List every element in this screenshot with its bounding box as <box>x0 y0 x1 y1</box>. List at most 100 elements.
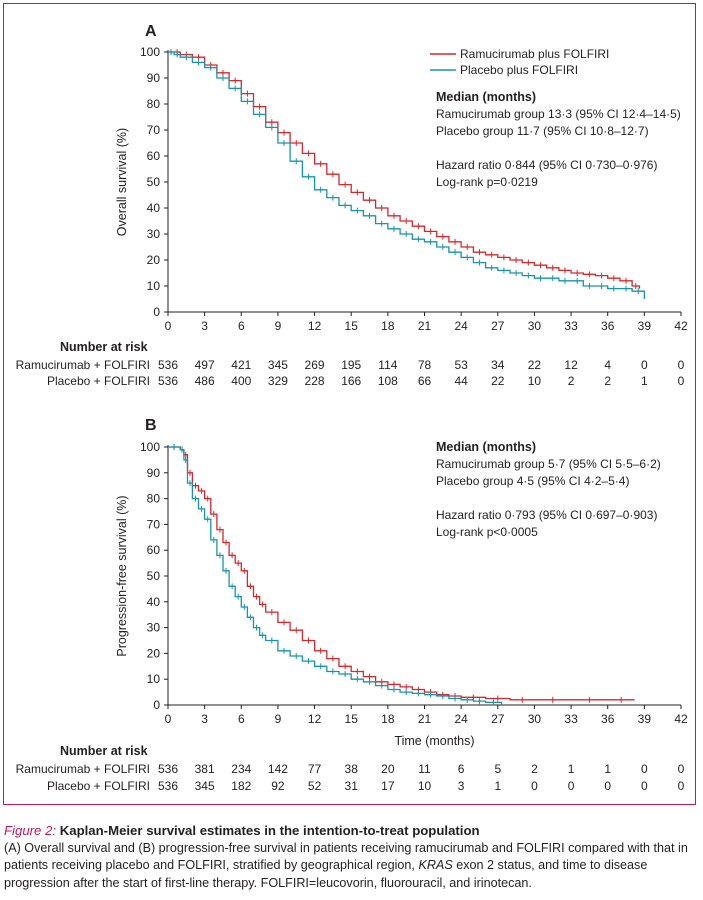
panel-b-risk-value: 234 <box>231 762 251 776</box>
panel-b-risk-value: 10 <box>418 779 432 793</box>
panel-a-ylabel: Overall survival (%) <box>115 128 129 236</box>
caption-figure-label: Figure 2: <box>4 823 57 838</box>
panel-b-risk-value: 77 <box>308 762 322 776</box>
panel-a-y-tick-label: 30 <box>147 227 161 241</box>
panel-a-risk-value: 2 <box>568 374 575 388</box>
panel-b-risk-value: 31 <box>345 779 359 793</box>
panel-b-risk-value: 11 <box>418 762 431 776</box>
panel-b-risk-value: 6 <box>458 762 465 776</box>
panel-b-annotation: Hazard ratio 0·793 (95% CI 0·697–0·903) <box>436 508 657 522</box>
panel-b-x-tick-label: 30 <box>528 712 542 726</box>
panel-a-risk-value: 0 <box>678 374 685 388</box>
panel-a-annotation: Log-rank p=0·0219 <box>436 175 538 189</box>
figure-panel <box>3 3 696 805</box>
panel-a-risk-value: 53 <box>454 358 468 372</box>
panel-b-risk-value: 536 <box>158 762 178 776</box>
panel-a-risk-value: 228 <box>305 374 325 388</box>
panel-b-series-placebo <box>168 446 503 705</box>
panel-b-x-tick-label: 15 <box>345 712 359 726</box>
panel-b-y-tick-label: 100 <box>140 440 160 454</box>
panel-b-risk-value: 536 <box>158 779 178 793</box>
panel-a-y-tick-label: 60 <box>147 149 161 163</box>
panel-a-x-tick-label: 12 <box>308 319 322 333</box>
panel-a-risk-row-label: Placebo + FOLFIRI <box>47 374 150 388</box>
panel-a-risk-value: 166 <box>341 374 361 388</box>
panel-b-risk-value: 0 <box>531 779 538 793</box>
panel-a-risk-value: 0 <box>641 358 648 372</box>
panel-a-risk-value: 536 <box>158 358 178 372</box>
caption-title-line: Figure 2: Kaplan-Meier survival estimate… <box>4 822 699 840</box>
caption-body-1: (A) Overall survival and (B) progression… <box>4 840 688 873</box>
panel-b-risk-value: 3 <box>458 779 465 793</box>
panel-a-risk-value: 108 <box>378 374 398 388</box>
panel-b-annotation: Log-rank p<0·0005 <box>436 525 538 539</box>
panel-a-risk-value: 66 <box>418 374 432 388</box>
caption-title: Kaplan-Meier survival estimates in the i… <box>59 823 480 838</box>
panel-a-x-tick-label: 42 <box>674 319 688 333</box>
panel-a-legend-label: Ramucirumab plus FOLFIRI <box>460 47 609 61</box>
panel-a-legend-label: Placebo plus FOLFIRI <box>460 63 578 77</box>
panel-b-y-tick-label: 10 <box>147 672 161 686</box>
panel-a-risk-value: 2 <box>604 374 611 388</box>
panel-b-y-tick-label: 30 <box>147 621 161 635</box>
panel-b-risk-value: 345 <box>195 779 215 793</box>
panel-a-x-tick-label: 24 <box>454 319 468 333</box>
panel-a-series-placebo <box>168 51 646 299</box>
panel-a-risk-value: 10 <box>528 374 542 388</box>
panel-b-risk-row-label: Placebo + FOLFIRI <box>47 779 150 793</box>
panel-a-x-tick-label: 0 <box>165 319 172 333</box>
panel-a-risk-value: 421 <box>231 358 251 372</box>
panel-b-y-tick-label: 50 <box>147 569 161 583</box>
panel-a-x-tick-label: 39 <box>638 319 652 333</box>
figure-caption: Figure 2: Kaplan-Meier survival estimate… <box>4 822 699 892</box>
panel-a-x-tick-label: 33 <box>564 319 578 333</box>
panel-b-y-tick-label: 60 <box>147 543 161 557</box>
panel-a-y-tick-label: 70 <box>147 123 161 137</box>
panel-a-risk-value: 1 <box>641 374 648 388</box>
panel-a-risk-value: 12 <box>564 358 578 372</box>
panel-b-risk-value: 1 <box>604 762 611 776</box>
panel-b-risk-header: Number at risk <box>60 744 148 758</box>
panel-a-annotation: Placebo group 11·7 (95% CI 10·8–12·7) <box>436 124 649 138</box>
panel-a-annotation: Hazard ratio 0·844 (95% CI 0·730–0·976) <box>436 158 657 172</box>
panel-a-risk-value: 22 <box>528 358 542 372</box>
panel-a-risk-value: 329 <box>268 374 288 388</box>
panel-a-risk-value: 269 <box>305 358 325 372</box>
panel-b-risk-value: 0 <box>641 762 648 776</box>
panel-a-risk-value: 0 <box>678 358 685 372</box>
panel-a-risk-value: 497 <box>195 358 215 372</box>
panel-b-y-tick-label: 0 <box>153 698 160 712</box>
panel-b-risk-value: 1 <box>494 779 501 793</box>
panel-b-x-tick-label: 21 <box>418 712 432 726</box>
panel-a-x-tick-label: 36 <box>601 319 615 333</box>
panel-a-y-tick-label: 80 <box>147 97 161 111</box>
panel-a-risk-value: 345 <box>268 358 288 372</box>
panel-b-risk-value: 92 <box>271 779 285 793</box>
caption-body-italic: KRAS <box>418 858 453 872</box>
panel-b-x-tick-label: 27 <box>491 712 505 726</box>
panel-b-risk-value: 381 <box>195 762 215 776</box>
panel-b-x-tick-label: 0 <box>165 712 172 726</box>
panel-a-x-tick-label: 21 <box>418 319 432 333</box>
panel-b-x-tick-label: 36 <box>601 712 615 726</box>
panel-b-risk-value: 38 <box>345 762 359 776</box>
panel-a-risk-value: 486 <box>195 374 215 388</box>
panel-b-x-tick-label: 3 <box>201 712 208 726</box>
panel-a-annotation: Ramucirumab group 13·3 (95% CI 12·4–14·5… <box>436 107 681 121</box>
panel-a-risk-value: 4 <box>604 358 611 372</box>
panel-b-risk-value: 52 <box>308 779 322 793</box>
panel-b-risk-value: 0 <box>678 779 685 793</box>
panel-a-x-tick-label: 30 <box>528 319 542 333</box>
panel-b-y-tick-label: 20 <box>147 646 161 660</box>
panel-b-x-tick-label: 39 <box>638 712 652 726</box>
panel-b-risk-value: 20 <box>381 762 395 776</box>
panel-b-annotation-title: Median (months) <box>436 440 536 454</box>
panel-b-risk-row-label: Ramucirumab + FOLFIRI <box>16 762 150 776</box>
panel-b-risk-value: 142 <box>268 762 288 776</box>
panel-a-risk-row-label: Ramucirumab + FOLFIRI <box>16 358 150 372</box>
panel-a-y-tick-label: 90 <box>147 71 161 85</box>
panel-b-risk-value: 17 <box>381 779 395 793</box>
panel-b-y-tick-label: 70 <box>147 517 161 531</box>
panel-a-risk-value: 44 <box>454 374 468 388</box>
panel-b-risk-value: 5 <box>494 762 501 776</box>
